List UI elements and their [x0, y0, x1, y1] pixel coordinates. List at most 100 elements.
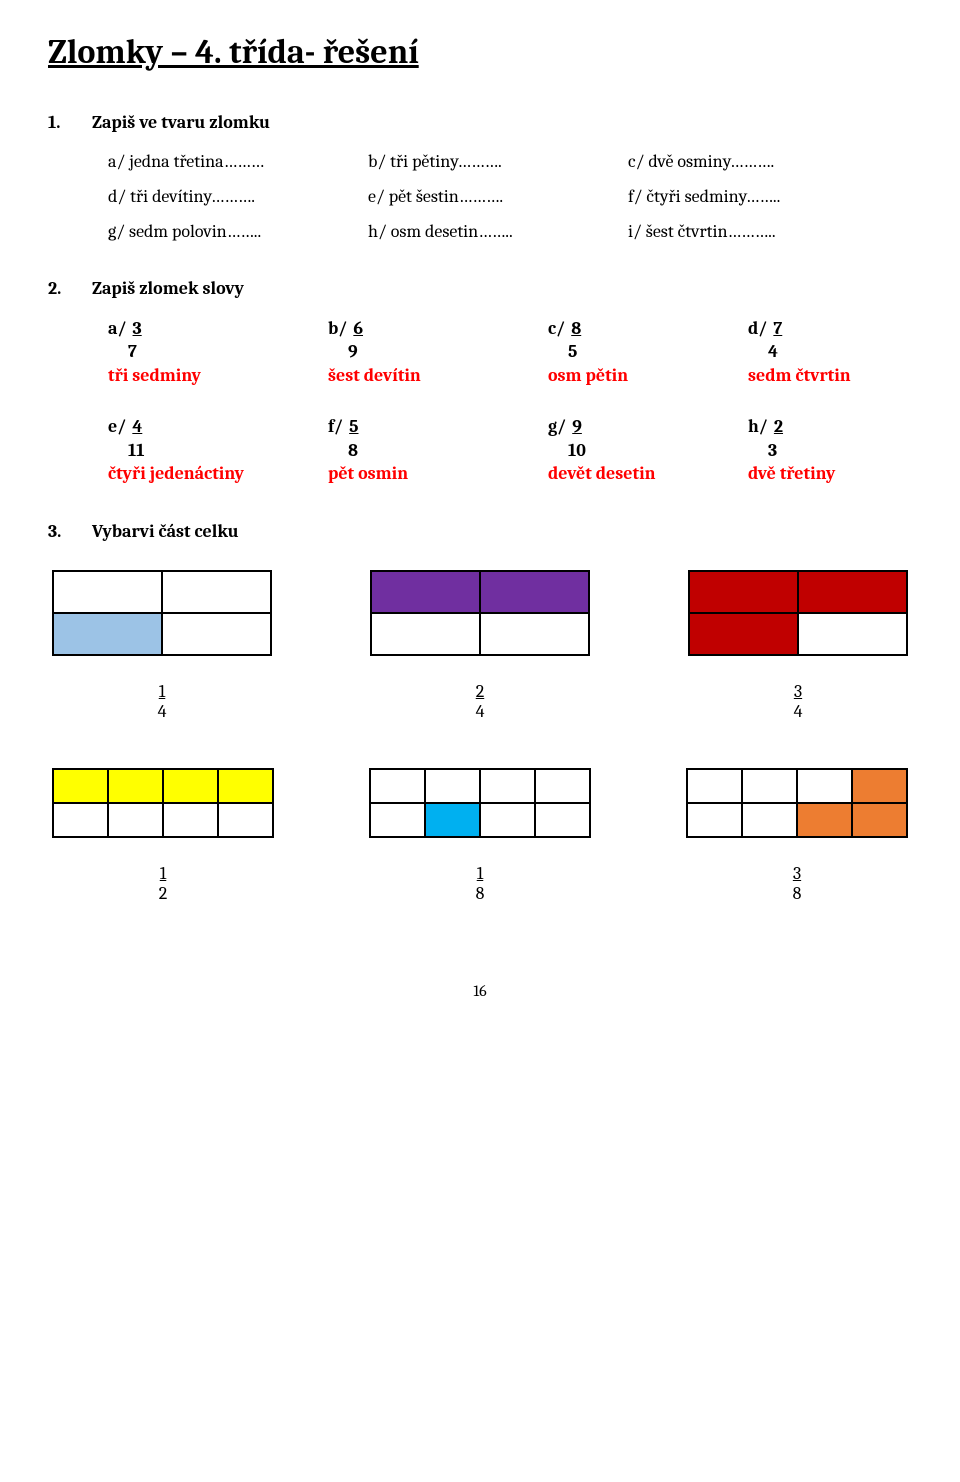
q2-answer: dvě třetiny: [748, 462, 948, 485]
fraction-numerator: 1: [476, 864, 485, 884]
q2-numerator: 4: [132, 416, 142, 437]
q2-label: b/: [328, 317, 347, 340]
cell: [480, 613, 589, 655]
cell: [108, 769, 163, 803]
cell: [480, 571, 589, 613]
fraction-grid: 38: [686, 768, 908, 904]
q2-denominator: 8: [328, 439, 548, 462]
q2-denominator: 7: [108, 340, 328, 363]
cell: [108, 803, 163, 837]
q2-label: f/: [328, 415, 343, 438]
fraction-label: 14: [158, 682, 167, 722]
q2-cell: a/37tři sedminy: [108, 317, 328, 387]
cell: [370, 769, 425, 803]
q2-denominator: 3: [748, 439, 948, 462]
fraction-denominator: 2: [159, 884, 168, 904]
fraction-grid: 12: [52, 768, 274, 904]
cell-table: [52, 768, 274, 838]
fraction-grid: 34: [688, 570, 908, 722]
fraction-denominator: 8: [793, 884, 802, 904]
q2-numerator: 9: [572, 416, 582, 437]
q2-answer: osm pětin: [548, 364, 748, 387]
cell: [852, 803, 907, 837]
cell: [370, 803, 425, 837]
cell: [689, 613, 798, 655]
q1-item: b/ tři pětiny……….: [368, 151, 628, 172]
q1-item: a/ jedna třetina………: [108, 151, 368, 172]
cell: [798, 613, 907, 655]
fraction-numerator: 2: [476, 682, 485, 702]
q2-cell: b/69šest devítin: [328, 317, 548, 387]
q2-title: Zapiš zlomek slovy: [92, 278, 244, 299]
q2-numerator: 8: [571, 318, 581, 339]
fraction-grid: 24: [370, 570, 590, 722]
question-3: 3. Vybarvi část celku 142434 121838: [48, 521, 912, 953]
cell: [687, 803, 742, 837]
fraction-label: 18: [476, 864, 485, 904]
fraction-label: 34: [794, 682, 803, 722]
q2-numerator: 2: [774, 416, 783, 437]
page-title: Zlomky – 4. třída- řešení: [48, 32, 912, 72]
fraction-grid: 14: [52, 570, 272, 722]
q1-title: Zapiš ve tvaru zlomku: [92, 112, 270, 133]
q2-denominator: 10: [548, 439, 748, 462]
q2-denominator: 9: [328, 340, 548, 363]
cell: [852, 769, 907, 803]
q1-grid: a/ jedna třetina……… b/ tři pětiny………. c/…: [108, 151, 912, 242]
q2-answer: tři sedminy: [108, 364, 328, 387]
q3-number: 3.: [48, 521, 88, 542]
q2-cell: h/23dvě třetiny: [748, 415, 948, 485]
q2-number: 2.: [48, 278, 88, 299]
q2-denominator: 11: [108, 439, 328, 462]
cell: [163, 769, 218, 803]
q2-cell: d/74sedm čtvrtin: [748, 317, 948, 387]
cell: [53, 613, 162, 655]
q2-numerator: 6: [353, 318, 363, 339]
cell: [371, 613, 480, 655]
cell-table: [686, 768, 908, 838]
cell: [742, 803, 797, 837]
cell-table: [370, 570, 590, 656]
cell: [425, 803, 480, 837]
cell: [163, 803, 218, 837]
q2-denominator: 5: [548, 340, 748, 363]
q2-answer: sedm čtvrtin: [748, 364, 948, 387]
cell: [797, 769, 852, 803]
q2-label: d/: [748, 317, 767, 340]
cell: [687, 769, 742, 803]
cell: [480, 769, 535, 803]
q2-label: h/: [748, 415, 768, 438]
fraction-denominator: 8: [476, 884, 485, 904]
q3-row2: 121838: [52, 768, 908, 904]
q1-item: c/ dvě osminy……….: [628, 151, 912, 172]
page-number: 16: [48, 982, 912, 1000]
q2-label: c/: [548, 317, 565, 340]
q2-cell: e/411čtyři jedenáctiny: [108, 415, 328, 485]
cell: [218, 769, 273, 803]
cell: [425, 769, 480, 803]
question-1: 1. Zapiš ve tvaru zlomku a/ jedna třetin…: [48, 112, 912, 242]
q2-numerator: 7: [773, 318, 782, 339]
q1-item: i/ šest čtvrtin………..: [628, 221, 912, 242]
fraction-label: 24: [476, 682, 485, 722]
fraction-denominator: 4: [794, 702, 803, 722]
cell: [218, 803, 273, 837]
cell-table: [52, 570, 272, 656]
q1-item: g/ sedm polovin……..: [108, 221, 368, 242]
q2-grid: a/37tři sedminyb/69šest devítinc/85osm p…: [108, 317, 912, 485]
cell-table: [369, 768, 591, 838]
fraction-numerator: 3: [794, 682, 803, 702]
cell: [162, 613, 271, 655]
q1-item: e/ pět šestin……….: [368, 186, 628, 207]
q2-denominator: 4: [748, 340, 948, 363]
q3-title: Vybarvi část celku: [92, 521, 239, 542]
q1-item: h/ osm desetin……..: [368, 221, 628, 242]
q2-answer: pět osmin: [328, 462, 548, 485]
q2-answer: čtyři jedenáctiny: [108, 462, 328, 485]
q2-cell: c/85osm pětin: [548, 317, 748, 387]
cell: [742, 769, 797, 803]
cell: [53, 769, 108, 803]
q2-cell: f/58pět osmin: [328, 415, 548, 485]
q2-cell: g/910devět desetin: [548, 415, 748, 485]
q2-answer: devět desetin: [548, 462, 748, 485]
